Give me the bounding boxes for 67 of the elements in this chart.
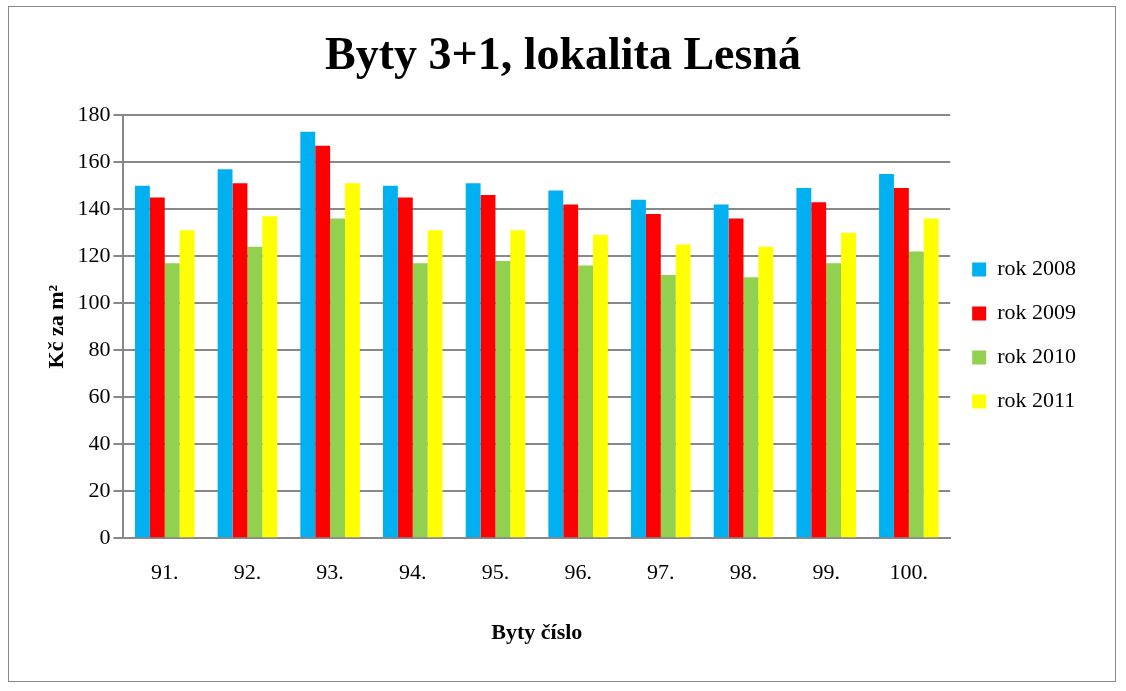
bar: [330, 218, 345, 538]
x-tick-label: 95.: [481, 559, 510, 585]
bar: [247, 246, 263, 538]
bar: [675, 244, 691, 538]
bar: [510, 230, 526, 538]
bar: [879, 173, 894, 538]
bar: [427, 230, 443, 538]
x-tick-label: 92.: [233, 559, 262, 585]
y-tick-label: 60: [88, 382, 111, 408]
x-axis-title: Byty číslo: [491, 619, 583, 645]
bar: [344, 183, 360, 538]
y-tick-label: 140: [77, 194, 111, 220]
bar: [179, 230, 195, 538]
x-tick-label: 93.: [316, 559, 344, 585]
x-tick-label: 97.: [647, 559, 675, 585]
legend-label: rok 2008: [997, 255, 1076, 281]
bar: [893, 188, 909, 538]
y-tick-label: 0: [99, 523, 111, 549]
bar: [578, 265, 594, 538]
bar: [217, 169, 233, 538]
y-tick-label: 40: [88, 429, 111, 455]
bar: [908, 251, 924, 538]
legend-label: rok 2011: [997, 387, 1076, 413]
y-tick-label: 180: [77, 100, 111, 126]
bar: [841, 232, 856, 538]
bar: [923, 218, 939, 538]
bar: [412, 263, 428, 538]
bar: [397, 197, 413, 538]
y-tick-label: 80: [88, 335, 111, 361]
y-tick-label: 160: [77, 147, 111, 173]
x-tick-label: 94.: [399, 559, 427, 585]
bar: [315, 145, 331, 538]
bar: [811, 202, 827, 538]
x-tick-label: 99.: [812, 559, 840, 585]
legend-label: rok 2010: [997, 343, 1076, 369]
bar: [593, 235, 608, 538]
bar: [262, 216, 278, 538]
bar: [149, 197, 165, 538]
bar: [728, 218, 744, 538]
legend-label: rok 2009: [997, 299, 1076, 325]
bar: [465, 183, 481, 538]
x-tick-label: 91.: [150, 559, 179, 585]
bar: [660, 275, 676, 538]
x-tick-label: 98.: [729, 559, 758, 585]
bar: [563, 204, 579, 538]
bar: [826, 263, 842, 538]
bar: [134, 185, 150, 538]
y-tick-label: 100: [77, 288, 111, 314]
chart-title: Byty 3+1, lokalita Lesná: [324, 28, 802, 80]
y-tick-label: 20: [88, 476, 111, 502]
y-axis-title: Kč za m²: [42, 284, 68, 369]
bar: [645, 213, 661, 538]
bar: [743, 277, 759, 538]
bar: [631, 199, 646, 538]
bar: [383, 185, 398, 538]
bar: [495, 260, 511, 538]
bar: [164, 263, 180, 538]
bar: [232, 183, 248, 538]
x-tick-label: 96.: [564, 559, 592, 585]
bar: [300, 131, 316, 538]
bar: [548, 190, 564, 538]
y-tick-label: 120: [77, 241, 111, 267]
bar: [758, 246, 774, 538]
bar: [480, 195, 496, 538]
bar: [796, 188, 812, 538]
bar: [713, 204, 729, 538]
x-tick-label: 100.: [889, 559, 929, 585]
